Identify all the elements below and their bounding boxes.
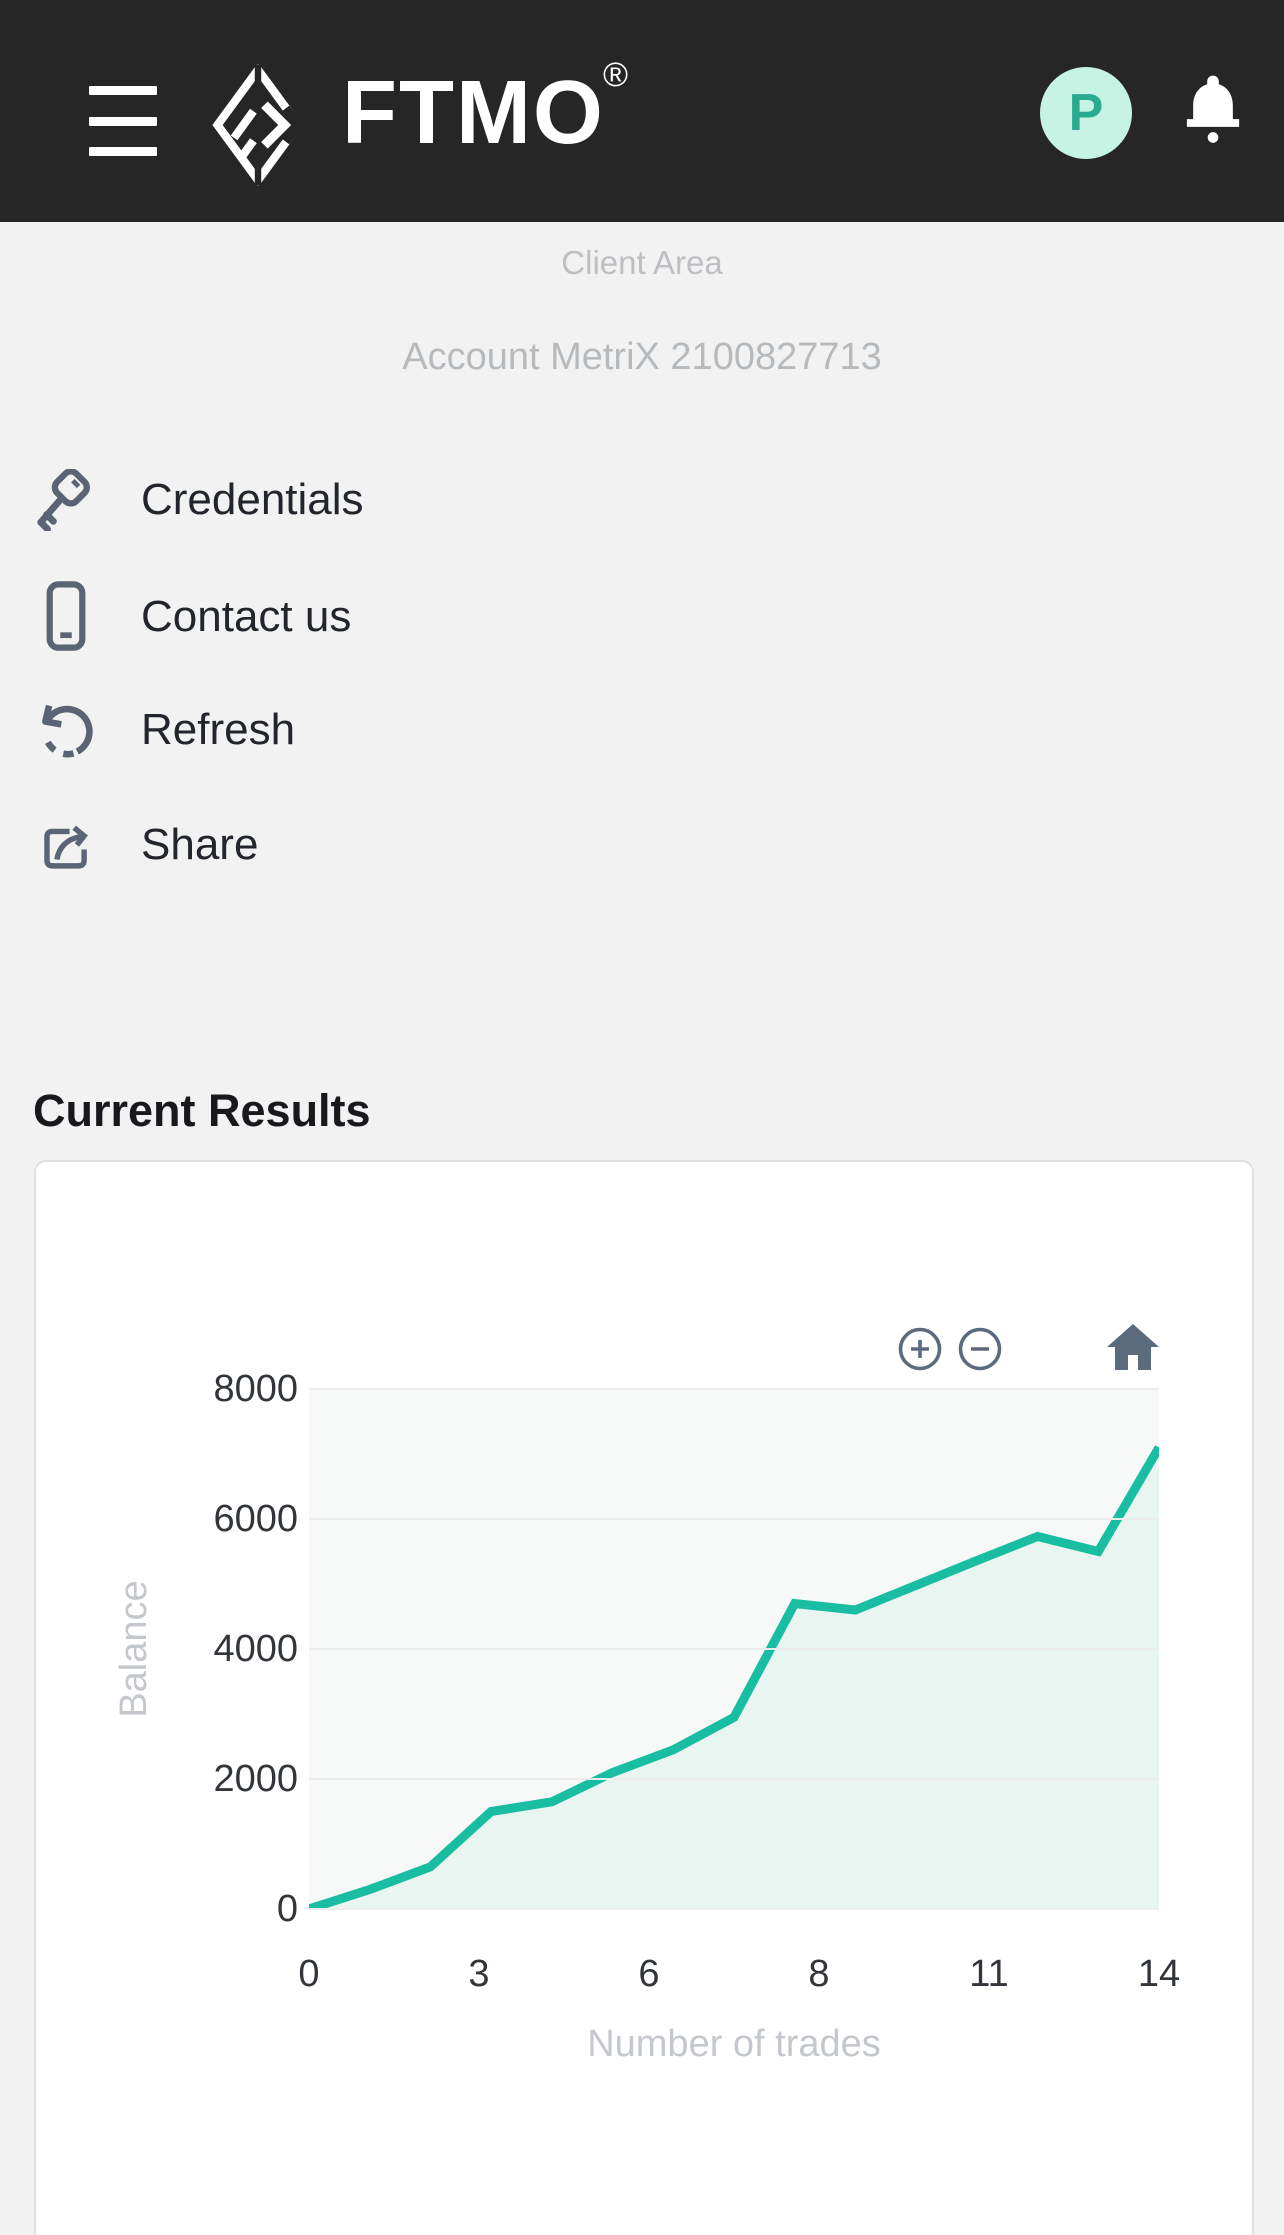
results-card: 0 2000 4000 6000 8000 0 3 6 8 11 14 Balance Numbe… bbox=[34, 1160, 1254, 2235]
menu-item-share[interactable]: Share bbox=[33, 805, 733, 885]
registered-trademark: ® bbox=[603, 56, 629, 94]
avatar-initial: P bbox=[1068, 84, 1104, 142]
menu-item-credentials[interactable]: Credentials bbox=[33, 460, 733, 540]
menu-item-label: Contact us bbox=[141, 592, 352, 641]
gridline bbox=[309, 1388, 1159, 1390]
y-tick-label: 6000 bbox=[213, 1498, 298, 1540]
x-tick-label: 0 bbox=[298, 1953, 320, 1995]
hamburger-bar bbox=[89, 116, 157, 126]
brand-name: FTMO bbox=[342, 63, 605, 163]
menu-item-refresh[interactable]: Refresh bbox=[33, 690, 733, 770]
balance-area bbox=[309, 1447, 1159, 1909]
chart-reset-home-button[interactable] bbox=[1106, 1323, 1160, 1371]
gridline bbox=[309, 1648, 1159, 1650]
key-icon bbox=[33, 460, 99, 540]
y-axis-title: Balance bbox=[113, 1580, 155, 1718]
share-icon bbox=[33, 805, 99, 885]
phone-icon bbox=[33, 577, 99, 657]
x-tick-label: 3 bbox=[468, 1953, 490, 1995]
page-title: Account MetriX 2100827713 bbox=[402, 336, 882, 378]
y-tick-label: 8000 bbox=[213, 1368, 298, 1410]
menu-item-label: Credentials bbox=[141, 475, 364, 524]
balance-chart-svg bbox=[309, 1445, 1159, 1909]
balance-line bbox=[309, 1445, 1159, 1909]
ftmo-logo-mark-icon[interactable] bbox=[212, 64, 304, 186]
menu-item-contact-us[interactable]: Contact us bbox=[33, 577, 733, 657]
plot-area bbox=[309, 1388, 1159, 1910]
section-title: Current Results bbox=[33, 1085, 371, 1137]
notifications-bell-icon[interactable] bbox=[1183, 71, 1243, 144]
x-axis-labels: 0 3 6 8 11 14 bbox=[298, 1952, 1180, 1996]
refresh-icon bbox=[33, 690, 99, 770]
gridline bbox=[309, 1778, 1159, 1780]
gridline bbox=[309, 1518, 1159, 1520]
y-tick-label: 2000 bbox=[213, 1758, 298, 1800]
y-tick-label: 4000 bbox=[213, 1628, 298, 1670]
x-tick-label: 6 bbox=[638, 1953, 660, 1995]
menu-item-label: Refresh bbox=[141, 705, 296, 754]
y-axis-labels: 0 2000 4000 6000 8000 bbox=[36, 1368, 298, 1930]
breadcrumb: Client Area bbox=[561, 244, 723, 281]
gridline bbox=[309, 1908, 1159, 1910]
x-tick-label: 14 bbox=[1137, 1953, 1181, 1995]
chart-zoom-out-button[interactable] bbox=[957, 1326, 1003, 1372]
app-header: FTMO ® P bbox=[0, 0, 1284, 222]
x-axis-title: Number of trades bbox=[587, 2023, 881, 2065]
hamburger-bar bbox=[89, 86, 157, 95]
y-tick-label: 0 bbox=[276, 1888, 298, 1930]
menu-item-label: Share bbox=[141, 820, 259, 869]
chart-zoom-in-button[interactable] bbox=[897, 1326, 943, 1372]
avatar[interactable]: P bbox=[1040, 67, 1132, 159]
hamburger-menu-icon[interactable] bbox=[89, 86, 157, 156]
x-tick-label: 11 bbox=[969, 1953, 1009, 1995]
x-tick-label: 8 bbox=[808, 1953, 830, 1995]
hamburger-bar bbox=[89, 147, 157, 156]
